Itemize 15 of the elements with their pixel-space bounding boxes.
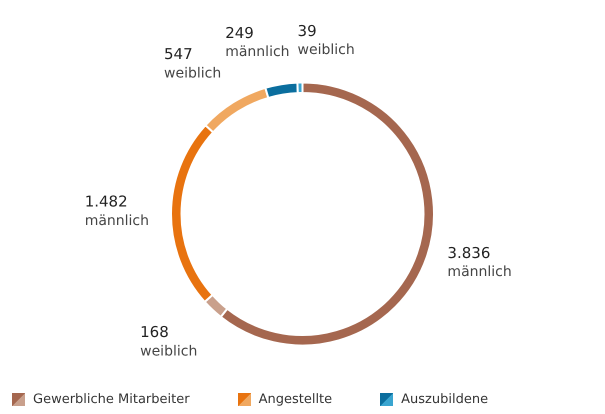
- text: Auszubildene: [401, 392, 488, 407]
- data-label: 3.836: [447, 244, 490, 262]
- text: Angestellte: [258, 392, 332, 407]
- slice-label: weiblich: [164, 65, 222, 82]
- data-label: 547: [164, 45, 193, 64]
- data-label: 249: [225, 24, 254, 42]
- slice-label: weiblich: [298, 42, 355, 58]
- slice-label: männlich: [84, 212, 149, 229]
- data-label: 168: [140, 323, 169, 342]
- slice-label: männlich: [447, 264, 512, 280]
- data-label: 39: [298, 22, 317, 40]
- slice-label: weiblich: [140, 343, 198, 360]
- text: Gewerbliche Mitarbeiter: [33, 392, 190, 407]
- data-label: 1.482: [84, 192, 128, 211]
- slice-label: männlich: [225, 44, 290, 60]
